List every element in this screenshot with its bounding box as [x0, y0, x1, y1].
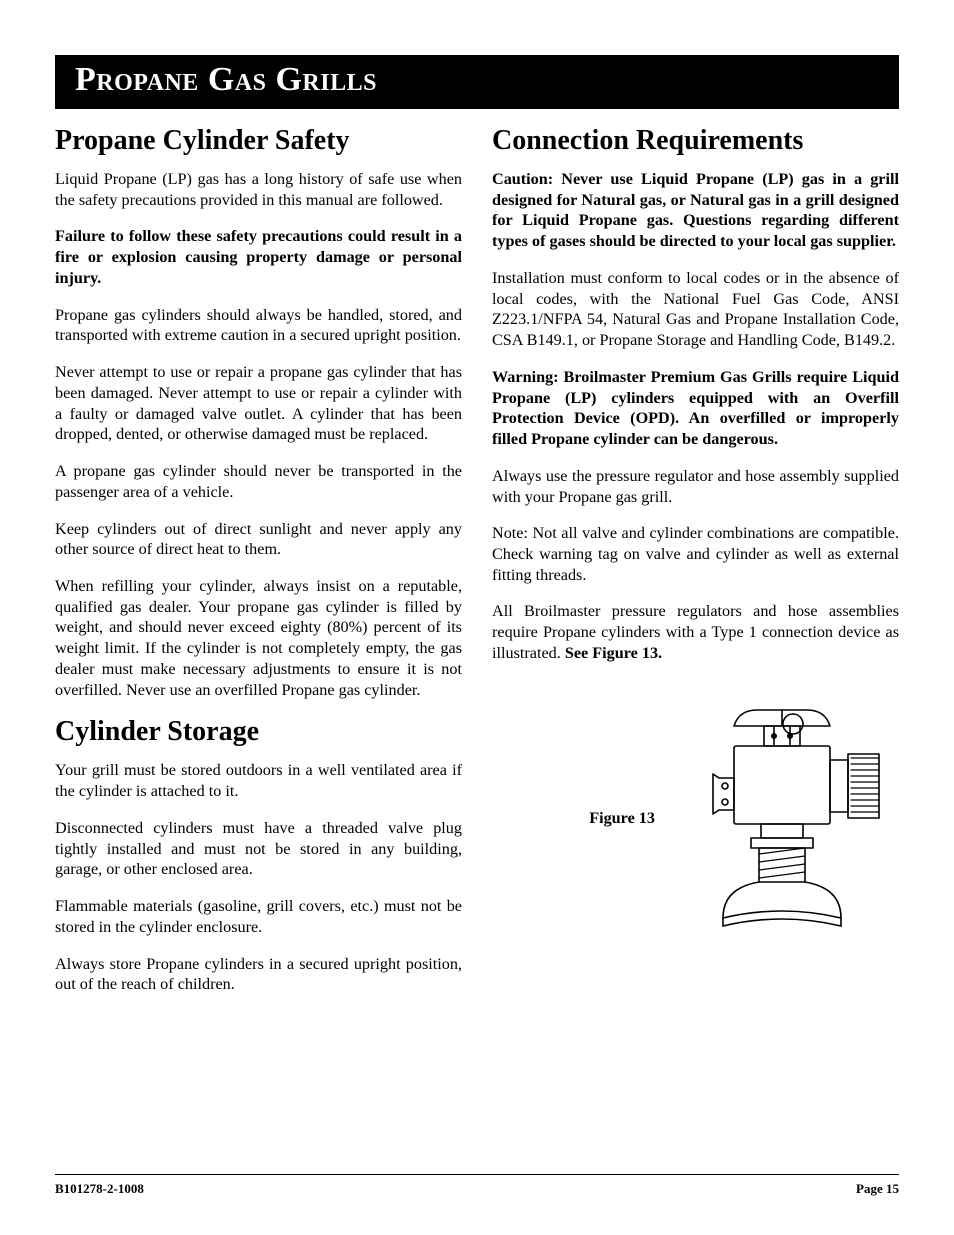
para-safety-warning: Failure to follow these safety precautio…: [55, 226, 462, 288]
para-conn-6a: All Broilmaster pressure regulators and …: [492, 602, 899, 661]
heading-propane-safety: Propane Cylinder Safety: [55, 125, 462, 157]
heading-connection-req: Connection Requirements: [492, 125, 899, 157]
page-footer: B101278-2-1008 Page 15: [55, 1174, 899, 1197]
footer-doc-id: B101278-2-1008: [55, 1181, 144, 1197]
page-banner: Propane Gas Grills: [55, 55, 899, 109]
para-storage-4: Always store Propane cylinders in a secu…: [55, 954, 462, 995]
para-conn-5: Note: Not all valve and cylinder combina…: [492, 523, 899, 585]
para-safety-3: Propane gas cylinders should always be h…: [55, 305, 462, 346]
para-safety-6: Keep cylinders out of direct sunlight an…: [55, 519, 462, 560]
figure-13-label: Figure 13: [589, 809, 655, 828]
figure-13-row: Figure 13: [492, 704, 899, 934]
heading-cylinder-storage: Cylinder Storage: [55, 716, 462, 748]
para-safety-4: Never attempt to use or repair a propane…: [55, 362, 462, 445]
right-column: Connection Requirements Caution: Never u…: [492, 123, 899, 1011]
para-storage-2: Disconnected cylinders must have a threa…: [55, 818, 462, 880]
para-safety-7: When refilling your cylinder, always ins…: [55, 576, 462, 700]
valve-diagram-icon: [679, 704, 889, 934]
para-conn-6: All Broilmaster pressure regulators and …: [492, 601, 899, 663]
para-safety-5: A propane gas cylinder should never be t…: [55, 461, 462, 502]
para-conn-warning: Warning: Broilmaster Premium Gas Grills …: [492, 367, 899, 450]
left-column: Propane Cylinder Safety Liquid Propane (…: [55, 123, 462, 1011]
para-conn-4: Always use the pressure regulator and ho…: [492, 466, 899, 507]
para-safety-1: Liquid Propane (LP) gas has a long histo…: [55, 169, 462, 210]
two-column-layout: Propane Cylinder Safety Liquid Propane (…: [55, 123, 899, 1011]
para-conn-2: Installation must conform to local codes…: [492, 268, 899, 351]
para-conn-caution: Caution: Never use Liquid Propane (LP) g…: [492, 169, 899, 252]
para-storage-3: Flammable materials (gasoline, grill cov…: [55, 896, 462, 937]
para-storage-1: Your grill must be stored outdoors in a …: [55, 760, 462, 801]
para-conn-6b-see-figure: See Figure 13.: [565, 644, 662, 662]
footer-page-number: Page 15: [856, 1181, 899, 1197]
banner-title: Propane Gas Grills: [75, 61, 879, 99]
